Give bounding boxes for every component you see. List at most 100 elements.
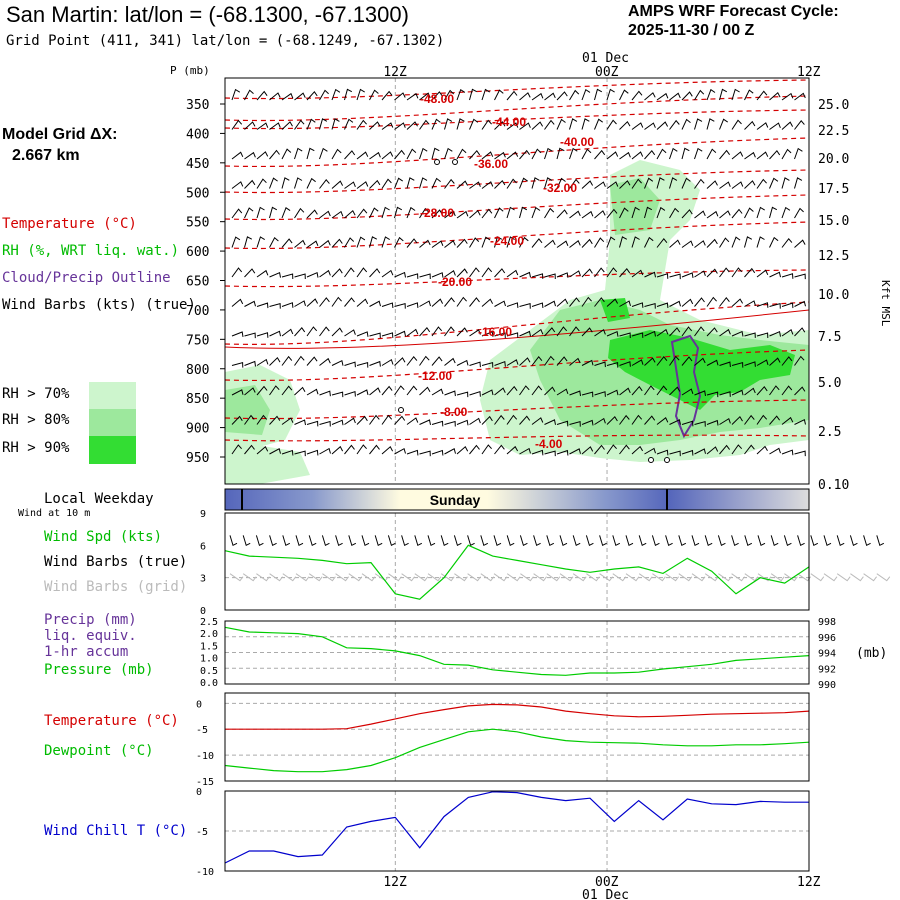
wind-barb-498 [706,391,719,398]
wind-barb-433 [469,361,481,368]
wind-barb-256 [556,240,569,248]
wind-barb-238 [331,238,343,248]
weekday-label: Sunday [430,492,481,508]
height-tick-8: 5.0 [818,376,841,391]
wind-barb-257 [569,240,581,248]
wind-barb-275 [794,239,806,248]
wind-barb-255 [544,239,556,248]
wind-barb-142 [281,177,290,189]
wind-barb-304 [581,268,593,278]
wind-barb-107 [419,147,428,160]
sfc-true-barb [387,535,396,547]
wind-barb-525 [469,417,481,425]
wind-barb-278 [256,269,269,278]
wind-barb-228 [781,206,791,219]
sfc-true-barb [374,535,383,547]
wind-barb-455 [744,361,756,367]
wind-barb-236 [306,240,319,248]
wind-barb-501 [744,387,756,396]
pressure-tick-550: 550 [186,216,209,231]
wind-barb-421 [319,357,331,366]
isotherm-4 [224,137,810,168]
wind-barb-42 [756,90,768,101]
wind-barb-458 [781,356,793,366]
wind-barb-155 [444,178,455,189]
wind-barb-357 [669,300,681,307]
wind-barb-413 [794,327,806,337]
wind-barb-55 [344,118,354,130]
wind-barb-235 [294,239,306,248]
sfc-true-barb [625,535,634,547]
wind-barb-444 [606,361,619,368]
wind-barb-113 [494,151,506,160]
wind-barb-367 [794,300,806,307]
wind-barb-496 [681,388,694,396]
wind-barb-16 [431,91,443,101]
wind-barb-459 [794,355,805,366]
isotherm-1 [224,79,810,100]
wind-barb-175 [694,178,705,189]
wind-barb-90 [781,121,794,130]
wind-barb-289 [394,271,406,278]
wind-barb-569 [444,448,456,455]
wind-barb-18 [456,88,466,101]
wk-panel-frame [224,488,810,511]
legend-pressure: Pressure (mb) [44,662,154,678]
wind-barb-488 [581,391,594,398]
wind-barb-404 [681,326,693,337]
wind-barb-360 [706,296,717,307]
sfc-grid-barb [823,573,838,582]
wind-barb-562 [356,444,367,455]
wind-barb-379 [369,332,381,339]
wind-barb-392 [531,328,544,337]
wind-barb-440 [556,356,568,366]
wind-barb-397 [594,329,606,337]
wind-barb-41 [744,89,754,101]
wind-barb-528 [506,414,518,425]
wind-barb-37 [694,89,705,101]
wind-barb-285 [344,267,355,278]
wind-barb-216 [631,206,640,219]
height-tick-10: 0.10 [818,478,849,493]
wind-barb-297 [494,268,506,278]
wind-barb-279 [269,271,281,278]
wind-barb-471 [369,387,381,396]
wind-barb-547 [744,414,755,425]
wind-barb-473 [394,385,405,396]
wind-barb-361 [719,296,730,307]
cloud-outline [670,334,702,439]
wind-barb-509 [269,415,281,425]
wind-barb-14 [406,92,419,101]
wind-barb-239 [344,237,355,248]
wind-barb-218 [656,206,666,219]
pressure-unit: (mb) [856,646,887,661]
sfc-true-barb [414,535,423,547]
model-grid-value: 2.667 km [12,147,80,164]
isotherm-label: -4.00 [535,437,563,451]
wind-barb-527 [494,414,505,425]
height-tick-5: 12.5 [818,249,849,264]
wind-barb-65 [469,118,479,130]
wind-barb-461 [244,387,256,396]
wind-barb-506 [231,415,243,425]
isotherm-12 [224,434,810,442]
weekday-bar [225,489,809,510]
wind-barb-237 [319,239,331,248]
ws-panel-frame [224,512,810,611]
wind-barb-299 [519,271,531,278]
wind-barb-432 [456,359,469,366]
wind-barb-273 [769,236,779,248]
pressure-tick-992: 992 [818,664,836,675]
wind-barb-359 [694,297,705,307]
wind-barb-435 [494,361,506,367]
wind-barb-438 [531,355,543,366]
sfc-true-barb [506,535,515,547]
wind-barb-428 [406,356,418,366]
wind-barb-378 [356,331,369,337]
wind-barb-374 [306,326,318,337]
sfc-grid-barb [599,573,613,582]
cycle-label: AMPS WRF Forecast Cycle: [628,3,839,20]
wind-barb-483 [519,385,530,396]
wind-barb-242 [381,236,390,248]
sfc-true-barb [876,535,885,547]
